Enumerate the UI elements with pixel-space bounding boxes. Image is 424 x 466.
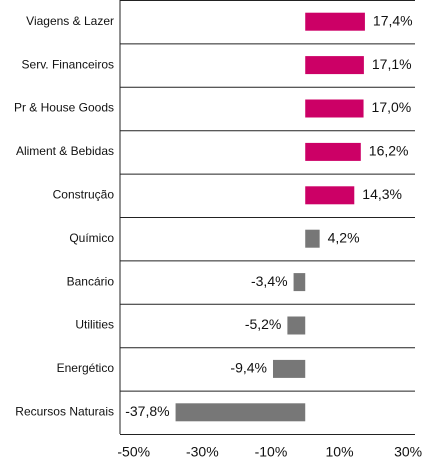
category-label: Utilities [75, 318, 114, 332]
x-tick-label: -30% [186, 444, 219, 460]
bar [305, 99, 364, 118]
value-label: -3,4% [251, 273, 288, 289]
bar [287, 316, 306, 335]
category-label: Construção [53, 187, 115, 201]
category-label: Serv. Financeiros [22, 57, 114, 71]
category-label: Pr & House Goods [14, 101, 114, 115]
value-label: -5,2% [245, 316, 282, 332]
category-label: Bancário [67, 274, 115, 288]
value-label: 16,2% [369, 143, 409, 159]
value-label: 17,4% [373, 12, 413, 28]
x-tick-label: 10% [326, 444, 354, 460]
bar [305, 56, 364, 75]
value-label: 4,2% [328, 229, 360, 245]
bar [175, 403, 306, 422]
value-label: -9,4% [230, 360, 267, 376]
bar [305, 186, 355, 205]
value-label: 14,3% [362, 186, 402, 202]
category-label: Recursos Naturais [15, 404, 114, 418]
bar [272, 359, 306, 378]
value-label: 17,1% [372, 56, 412, 72]
x-tick-label: -10% [255, 444, 288, 460]
value-label: -37,8% [125, 403, 169, 419]
bar [305, 142, 361, 161]
category-label: Químico [69, 231, 114, 245]
bar [305, 12, 365, 31]
category-label: Viagens & Lazer [26, 14, 114, 28]
x-tick-label: 30% [394, 444, 422, 460]
category-label: Energético [57, 361, 115, 375]
category-label: Aliment & Bebidas [16, 144, 114, 158]
bar [293, 273, 306, 292]
bar [305, 229, 320, 248]
value-label: 17,0% [372, 99, 412, 115]
x-tick-label: -50% [117, 444, 150, 460]
